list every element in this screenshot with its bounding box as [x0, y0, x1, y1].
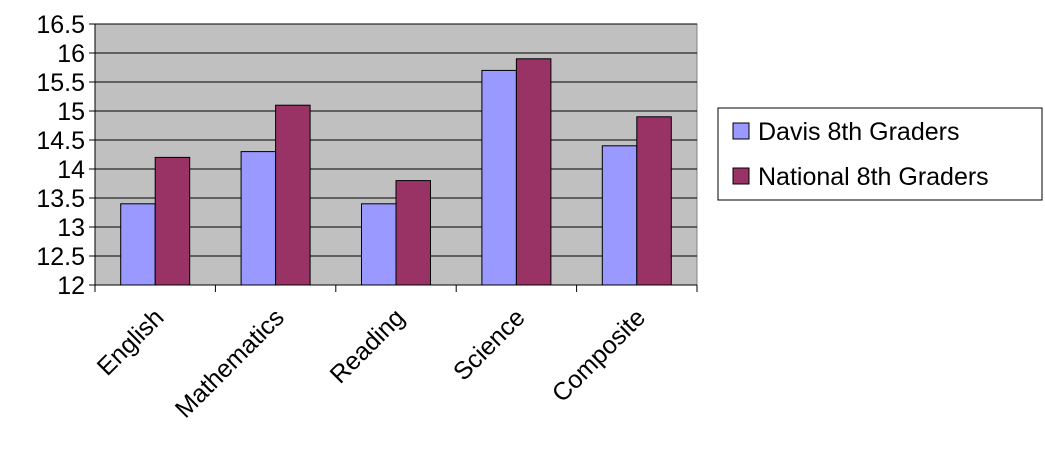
bar-national-mathematics — [275, 104, 311, 286]
bar-davis-composite — [601, 145, 638, 286]
bar-national-english — [154, 156, 191, 286]
axes — [89, 23, 698, 292]
bars — [120, 58, 672, 286]
x-tick-label-science: Science — [448, 303, 531, 386]
bar-davis-mathematics — [240, 151, 277, 286]
y-tick-label: 16.5 — [36, 11, 85, 39]
y-tick-label: 13.5 — [36, 185, 85, 213]
x-tick-label-english: English — [92, 303, 170, 381]
legend-swatch-national — [732, 167, 750, 185]
x-tick-label-mathematics: Mathematics — [170, 303, 290, 423]
legend-label-davis: Davis 8th Graders — [758, 118, 959, 146]
bar-davis-english — [120, 203, 156, 286]
y-tick-label: 14.5 — [36, 127, 85, 155]
bar-davis-science — [481, 69, 517, 286]
y-tick-label: 16 — [57, 40, 85, 68]
y-tick-label: 15 — [57, 98, 85, 126]
x-tick-label-composite: Composite — [547, 303, 651, 407]
y-tick-label: 15.5 — [36, 69, 85, 97]
legend-label-national: National 8th Graders — [758, 163, 989, 191]
y-tick-label: 13 — [57, 214, 85, 242]
y-tick-label: 14 — [57, 156, 85, 184]
y-tick-label: 12 — [57, 272, 85, 300]
bar-national-reading — [395, 180, 431, 286]
bar-davis-reading — [361, 203, 397, 286]
legend-box — [717, 107, 1043, 201]
y-tick-label: 12.5 — [36, 243, 85, 271]
bar-national-composite — [636, 116, 672, 286]
legend-swatch-davis — [732, 122, 750, 140]
gridlines — [95, 23, 697, 257]
legend: Davis 8th Graders National 8th Graders — [717, 107, 1043, 201]
x-tick-label-reading: Reading — [325, 303, 411, 389]
bar-national-science — [515, 58, 552, 286]
x-tick-labels: English Mathematics Reading Science Composit… — [92, 303, 651, 423]
